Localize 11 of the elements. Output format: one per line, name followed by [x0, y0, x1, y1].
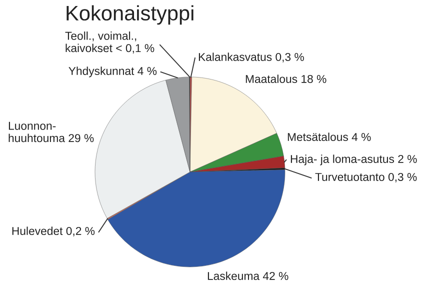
slice-label: Teoll., voimal., kaivokset < 0,1 %: [65, 32, 154, 54]
slice-label: Hulevedet 0,2 %: [12, 226, 95, 236]
slice-label: Turvetuotanto 0,3 %: [315, 172, 417, 182]
slice-label: Yhdyskunnat 4 %: [68, 66, 157, 78]
slice-label: Haja- ja loma-asutus 2 %: [290, 154, 417, 166]
slice-label: Laskeuma 42 %: [208, 272, 288, 280]
slice-label: Kalankasvatus 0,3 %: [198, 52, 304, 62]
chart-title: Kokonaistyppi: [66, 5, 194, 25]
slice-label: Luonnon- huuhtouma 29 %: [8, 122, 94, 142]
slice-label: Maatalous 18 %: [246, 74, 326, 84]
slice-label: Metsätalous 4 %: [288, 132, 371, 142]
